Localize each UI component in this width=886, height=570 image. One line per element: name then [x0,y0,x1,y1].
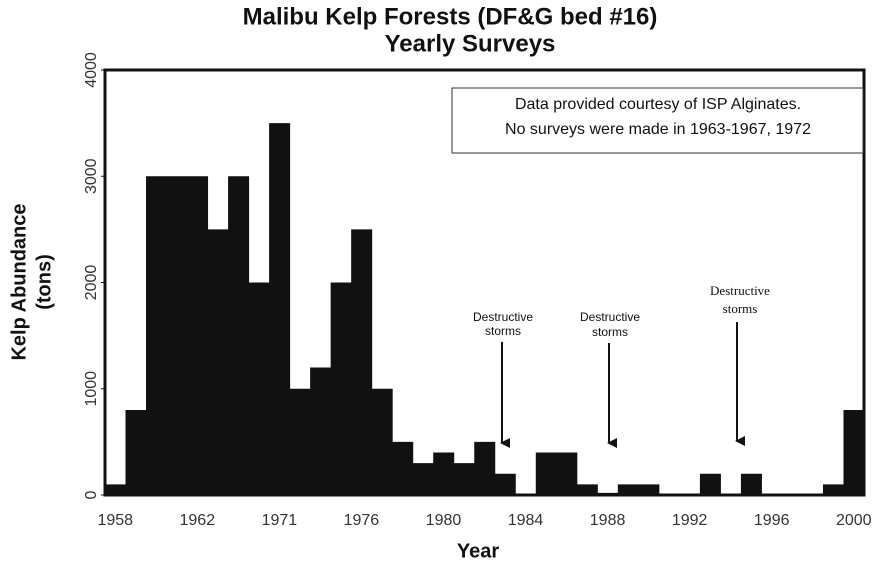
note: Data provided courtesy of ISP Alginates. [515,96,801,113]
annotation: Destructive [580,310,640,324]
x-tick-label: 1976 [344,512,380,529]
bar [371,388,393,495]
y-axis-label: (tons) [33,254,55,310]
y-tick-label: 3000 [83,158,100,194]
y-tick-label: 0 [83,490,100,499]
note: No surveys were made in 1963-1967, 1972 [505,121,811,138]
bar [617,484,639,495]
bar [248,282,270,495]
annotation: Destructive [710,283,770,298]
note-box [451,87,864,154]
x-tick-label: 1996 [754,512,790,529]
bar [412,463,434,495]
bar [330,282,352,495]
bar [392,441,414,495]
bar [576,484,598,495]
bar [556,452,578,495]
x-tick-label: 1992 [672,512,708,529]
chart-title: Malibu Kelp Forests (DF&G bed #16) [243,3,658,30]
bar [740,473,762,495]
x-tick-label: 1958 [97,512,133,529]
plot-area [105,123,865,495]
x-tick-label: 1980 [426,512,462,529]
bar [494,473,516,495]
bar [166,176,188,495]
bar [822,484,844,495]
bar [843,410,865,495]
annotation: storms [592,325,628,339]
bar [699,473,721,495]
annotation: storms [485,324,521,338]
bar [453,463,475,495]
bar [228,176,250,495]
bar [146,176,168,495]
bar [433,452,455,495]
y-tick-label: 1000 [83,371,100,407]
x-tick-label: 1988 [590,512,626,529]
bar [187,176,209,495]
bar [289,388,311,495]
annotation: Destructive [473,310,533,324]
bar [638,484,660,495]
x-tick-label: 1962 [180,512,216,529]
bar [310,367,332,495]
bar [535,452,557,495]
bar [474,441,496,495]
x-axis-label: Year [457,540,499,562]
bar [269,123,291,495]
bar [207,229,229,495]
bar [105,484,127,495]
x-tick-label: 2000 [836,512,872,529]
x-tick-label: 1984 [508,512,544,529]
y-tick-label: 2000 [83,265,100,301]
bar [351,229,373,495]
annotation: storms [723,301,758,316]
bar [125,410,147,495]
y-tick-label: 4000 [83,52,100,88]
x-tick-label: 1971 [262,512,298,529]
y-axis-label: Kelp Abundance [8,203,30,360]
chart-title: Yearly Surveys [385,30,556,57]
